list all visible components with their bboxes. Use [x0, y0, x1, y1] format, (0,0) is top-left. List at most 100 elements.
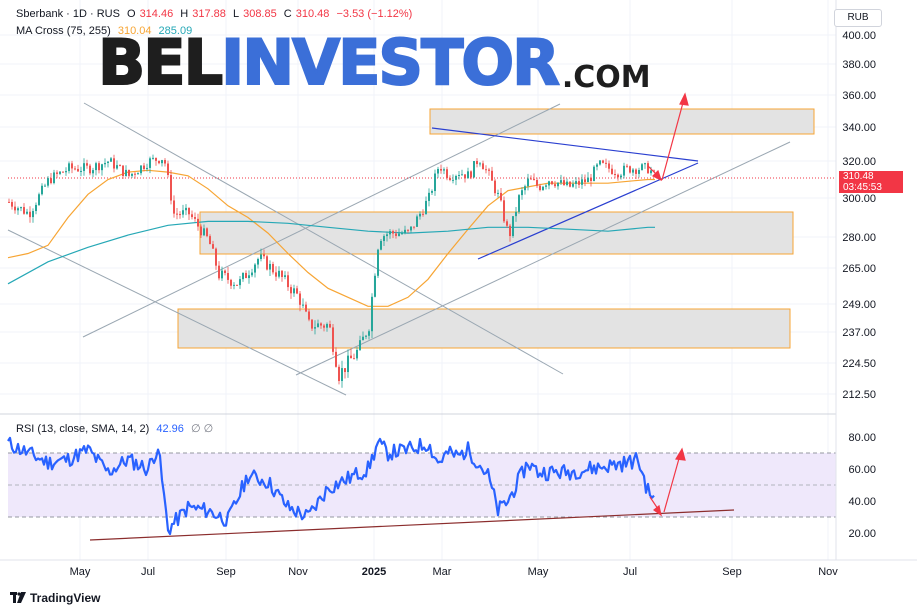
candle-102 — [110, 156, 112, 162]
candle-30 — [38, 192, 40, 206]
candle-body — [560, 180, 562, 183]
candle-480 — [488, 167, 490, 176]
candle-162 — [170, 170, 172, 205]
rsi-support-line — [89, 509, 735, 541]
candle-body — [371, 296, 373, 332]
candle-body — [611, 168, 613, 175]
candle-body — [227, 272, 229, 280]
candle-51 — [59, 170, 61, 176]
candle-body — [467, 171, 469, 179]
candle-69 — [77, 164, 79, 173]
candle-body — [404, 229, 406, 234]
candle-264 — [272, 261, 274, 275]
candle-body — [533, 178, 535, 181]
candle-body — [617, 174, 619, 178]
candle-519 — [527, 173, 529, 191]
candle-360 — [368, 329, 370, 340]
candle-396 — [404, 225, 406, 235]
candle-body — [209, 236, 211, 245]
candle-body — [56, 172, 58, 174]
candle-body — [539, 185, 541, 191]
candle-body — [650, 170, 652, 174]
candle-120 — [128, 169, 130, 178]
candle-body — [608, 163, 610, 169]
candle-body — [182, 210, 184, 215]
symbol-label[interactable]: Sberbank · 1D · RUS — [16, 8, 120, 20]
candle-body — [530, 178, 532, 180]
y-tick-237.00: 237.00 — [842, 327, 876, 339]
candle-body — [575, 181, 577, 184]
candle-477 — [485, 165, 487, 174]
candle-453 — [461, 169, 463, 176]
candle-body — [41, 185, 43, 195]
candle-body — [491, 170, 493, 181]
candle-210 — [218, 261, 220, 281]
candle-168 — [176, 207, 178, 220]
candle-48 — [56, 170, 58, 179]
currency-selector[interactable]: RUB — [834, 9, 882, 27]
candle-273 — [281, 269, 283, 282]
candle-174 — [182, 204, 184, 218]
candle-body — [509, 225, 511, 237]
rsi-projection-arrow — [649, 447, 686, 517]
candle-303 — [311, 319, 313, 332]
candle-body — [32, 211, 34, 218]
last-price-tag: 310.48 03:45:53 — [839, 171, 903, 193]
candle-body — [50, 178, 52, 184]
rsi-tick-40.00: 40.00 — [848, 496, 876, 508]
candle-body — [224, 270, 226, 273]
candle-body — [23, 207, 25, 214]
legend-ma[interactable]: MA Cross (75, 255) 310.04 285.09 — [16, 25, 196, 37]
candle-342 — [350, 348, 352, 359]
candle-body — [176, 213, 178, 215]
candle-408 — [416, 214, 418, 228]
candle-312 — [320, 322, 322, 329]
candle-624 — [632, 168, 634, 176]
candle-body — [104, 162, 106, 165]
candle-294 — [302, 298, 304, 308]
candle-555 — [563, 176, 565, 186]
candle-96 — [104, 158, 106, 168]
y-tick-340.00: 340.00 — [842, 122, 876, 134]
candle-489 — [497, 189, 499, 198]
candle-body — [506, 221, 508, 226]
rsi-settings-icons[interactable]: ∅ ∅ — [190, 423, 214, 435]
rsi-tick-80.00: 80.00 — [848, 432, 876, 444]
candle-591 — [599, 159, 601, 166]
candle-588 — [596, 162, 598, 171]
candle-345 — [353, 353, 355, 360]
candle-body — [341, 368, 343, 382]
candle-body — [413, 226, 415, 228]
watermark-part-bel: BEL — [97, 26, 224, 99]
candle-150 — [158, 160, 160, 165]
candle-462 — [470, 170, 472, 180]
candle-609 — [617, 173, 619, 181]
candle-body — [521, 190, 523, 196]
candle-body — [431, 191, 433, 193]
candle-36 — [44, 183, 46, 187]
candle-body — [548, 181, 550, 186]
candle-390 — [398, 228, 400, 237]
candle-291 — [299, 290, 301, 312]
candle-body — [569, 181, 571, 187]
candle-144 — [152, 154, 154, 160]
candle-222 — [230, 278, 232, 290]
legend-rsi[interactable]: RSI (13, close, SMA, 14, 2) 42.96 ∅ ∅ — [16, 422, 217, 435]
candle-552 — [560, 174, 562, 185]
candle-597 — [605, 158, 607, 168]
candle-body — [647, 163, 649, 174]
candle-body — [8, 201, 10, 203]
candle-body — [272, 263, 274, 273]
candle-498 — [506, 219, 508, 228]
candle-447 — [455, 174, 457, 186]
candle-27 — [35, 202, 37, 215]
candle-body — [134, 173, 136, 175]
candle-186 — [194, 212, 196, 222]
tradingview-logo[interactable]: TradingView — [10, 591, 100, 605]
candle-body — [311, 319, 313, 329]
candle-633 — [641, 163, 643, 171]
belinvestor-watermark: BEL INVESTOR .COM — [97, 18, 651, 99]
candle-body — [293, 288, 295, 294]
candle-336 — [344, 368, 346, 379]
